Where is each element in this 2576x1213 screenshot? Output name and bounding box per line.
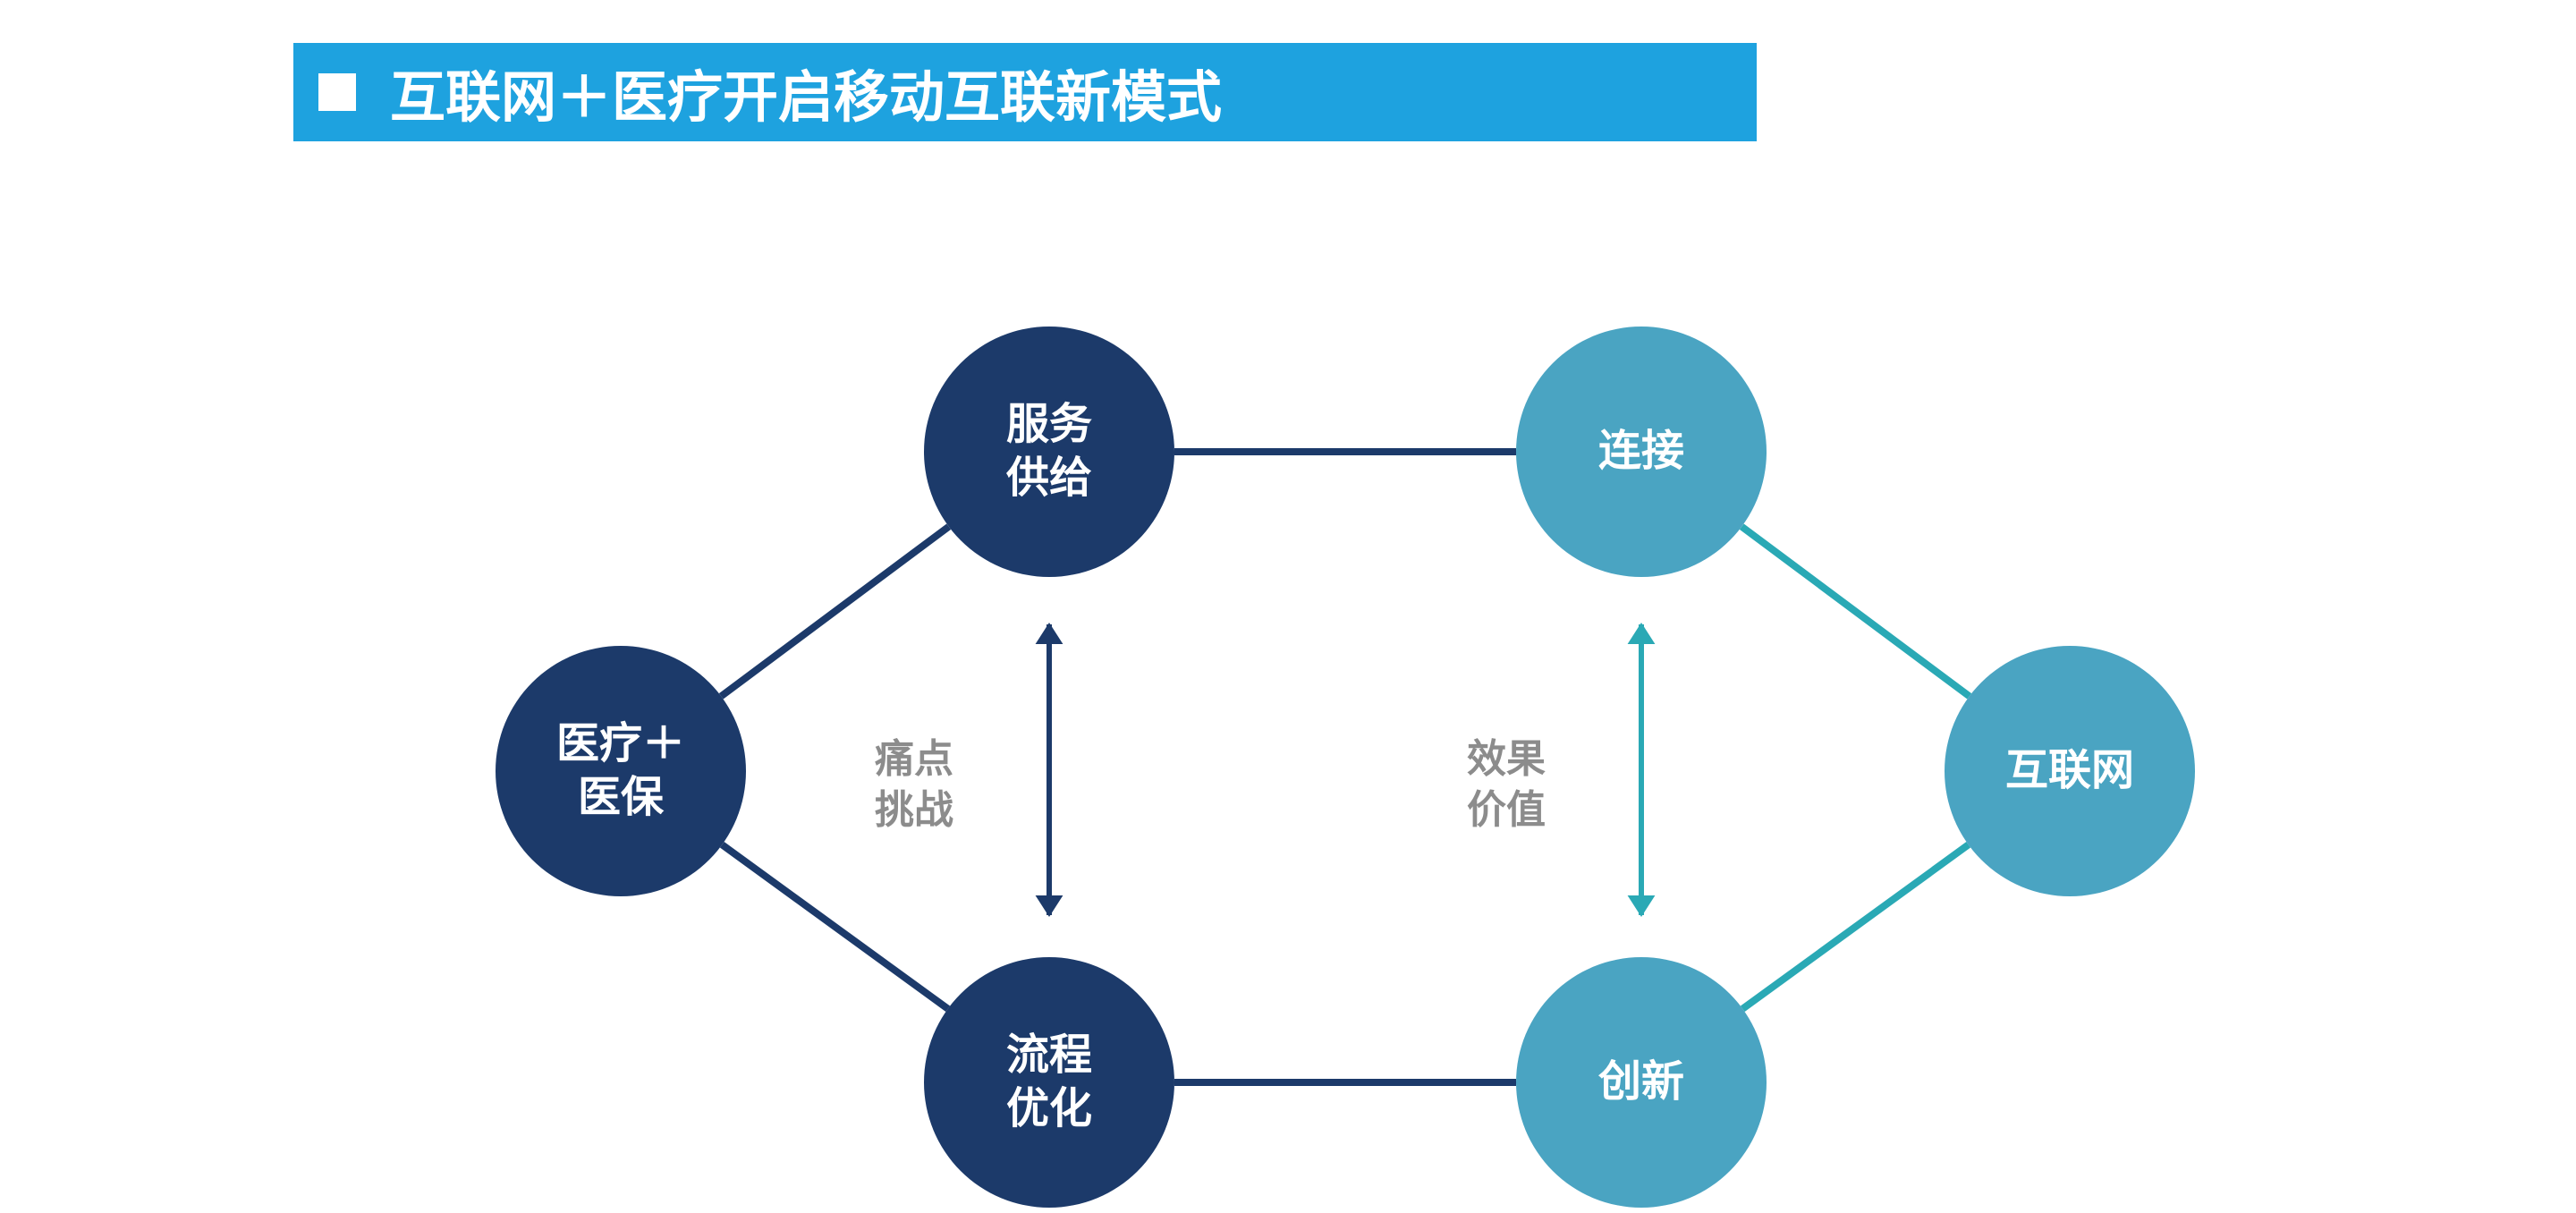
arrow-label-arrowB: 效果 价值 <box>1467 734 1546 836</box>
arrow-arrowA <box>1036 623 1063 917</box>
arrow-label-arrowA: 痛点 挑战 <box>875 734 953 836</box>
node-topB: 连接 <box>1516 327 1767 577</box>
edge-botB-right <box>1742 844 1968 1008</box>
node-botB: 创新 <box>1516 957 1767 1208</box>
edge-left-topA <box>721 527 948 697</box>
node-right: 互联网 <box>1945 646 2195 896</box>
network-diagram: 痛点 挑战 效果 价值 医疗＋ 医保服务 供给流程 优化 连接创新互联网 <box>0 0 2576 1213</box>
node-topA: 服务 供给 <box>924 327 1174 577</box>
edge-topB-right <box>1741 527 1969 697</box>
arrow-arrowB <box>1628 623 1656 917</box>
node-left: 医疗＋ 医保 <box>496 646 746 896</box>
edges-layer <box>0 0 2576 1213</box>
node-botA: 流程 优化 <box>924 957 1174 1208</box>
edge-left-botA <box>722 844 947 1008</box>
